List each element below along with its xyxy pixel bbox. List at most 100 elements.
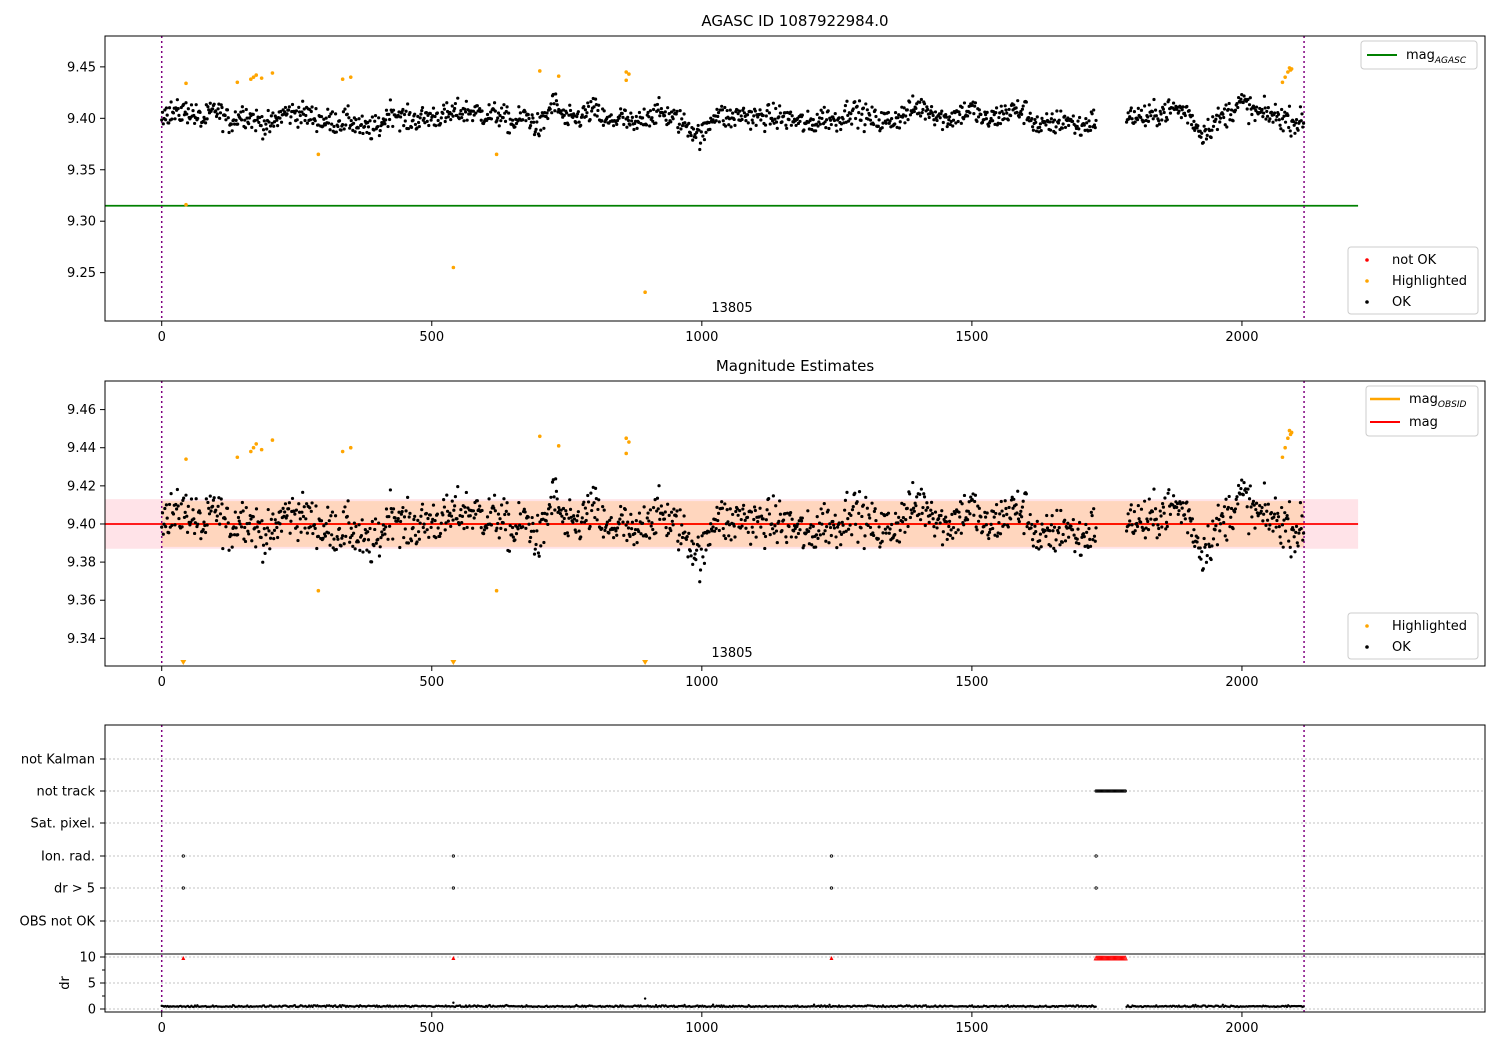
ok-point xyxy=(310,105,314,109)
ok-point xyxy=(580,516,584,520)
ok-point xyxy=(453,495,458,499)
ok-point xyxy=(1301,531,1306,535)
ok-point xyxy=(716,111,721,115)
ok-point xyxy=(445,493,449,497)
ok-point xyxy=(472,516,476,520)
ok-point xyxy=(727,523,732,527)
ok-point xyxy=(876,124,880,128)
ok-point xyxy=(479,526,483,530)
ok-point xyxy=(980,530,985,534)
ok-point xyxy=(756,519,760,524)
ok-point xyxy=(1007,505,1011,510)
ok-point xyxy=(655,496,660,500)
ok-point xyxy=(175,98,179,102)
ok-point xyxy=(171,111,176,115)
ok-point xyxy=(714,526,718,531)
ok-point xyxy=(497,536,501,540)
ok-point xyxy=(642,505,646,509)
ok-point xyxy=(593,113,597,117)
ok-point xyxy=(871,531,875,535)
ok-point xyxy=(1164,527,1168,531)
ok-point xyxy=(796,522,800,526)
ok-point xyxy=(994,111,998,115)
ok-point xyxy=(994,511,998,516)
ok-point xyxy=(468,112,472,116)
ok-point xyxy=(205,117,209,121)
ok-point xyxy=(586,101,590,105)
ok-point xyxy=(322,524,326,528)
p2-xtick-label: 2000 xyxy=(1225,675,1258,690)
ok-point xyxy=(351,128,355,132)
ok-point xyxy=(1301,125,1305,129)
ok-point xyxy=(264,122,268,126)
ok-point xyxy=(356,540,360,544)
ok-point xyxy=(471,109,476,113)
ok-point xyxy=(918,100,922,104)
ok-point xyxy=(279,120,284,124)
ok-point xyxy=(514,121,519,126)
ok-point xyxy=(487,497,491,501)
ok-point xyxy=(1136,503,1140,508)
ok-point xyxy=(1293,550,1297,554)
ok-point xyxy=(873,507,877,511)
ok-point xyxy=(745,515,750,519)
ok-point xyxy=(186,504,190,508)
highlighted-point xyxy=(259,447,264,452)
ok-point xyxy=(1213,528,1217,532)
ok-point xyxy=(1299,119,1303,123)
ok-point xyxy=(1189,534,1194,538)
ok-point xyxy=(665,533,669,538)
ok-point xyxy=(492,493,497,497)
highlighted-point xyxy=(627,72,631,76)
ok-point xyxy=(218,522,222,526)
ok-point xyxy=(863,123,867,127)
ok-point xyxy=(674,514,678,518)
ok-point xyxy=(223,113,227,118)
ok-point xyxy=(855,500,859,504)
ok-point xyxy=(251,112,255,117)
ok-point xyxy=(165,113,169,117)
ok-point xyxy=(243,118,247,122)
ok-point xyxy=(749,542,753,546)
ok-point xyxy=(934,521,938,525)
ok-point xyxy=(984,112,988,117)
ok-point xyxy=(508,524,512,528)
ok-point xyxy=(265,526,270,530)
ok-point xyxy=(1087,527,1091,531)
highlighted-point xyxy=(316,588,321,593)
ok-point xyxy=(232,533,237,537)
ok-point xyxy=(417,537,421,541)
ok-point xyxy=(245,521,249,526)
ok-point xyxy=(1252,503,1256,507)
ok-point xyxy=(289,519,293,523)
ok-point xyxy=(501,521,505,525)
ok-point xyxy=(1269,511,1274,515)
ok-point xyxy=(404,109,408,113)
ok-point xyxy=(1292,123,1296,127)
ok-point xyxy=(236,122,240,126)
ok-point xyxy=(171,512,176,516)
ok-point xyxy=(884,121,888,125)
ok-point xyxy=(1209,135,1213,140)
ok-point xyxy=(917,512,921,516)
ok-point xyxy=(175,487,179,492)
p2-xtick-label: 500 xyxy=(419,675,444,690)
highlighted-point xyxy=(624,78,629,83)
ok-point xyxy=(655,509,659,513)
flag-row-label: dr > 5 xyxy=(54,882,95,897)
ok-point xyxy=(225,108,230,112)
ok-point xyxy=(893,532,897,537)
ok-point xyxy=(1139,115,1143,119)
ok-point xyxy=(1265,109,1269,114)
ok-point xyxy=(1180,506,1184,510)
ok-point xyxy=(800,516,804,520)
highlighted-point xyxy=(235,455,240,460)
ok-point xyxy=(672,108,676,112)
ok-point xyxy=(1006,525,1010,529)
ok-point xyxy=(285,514,289,518)
ok-point xyxy=(460,520,464,525)
ok-point xyxy=(1244,490,1249,495)
ok-point xyxy=(965,518,970,522)
ok-point xyxy=(161,532,165,536)
ok-point xyxy=(809,523,813,527)
